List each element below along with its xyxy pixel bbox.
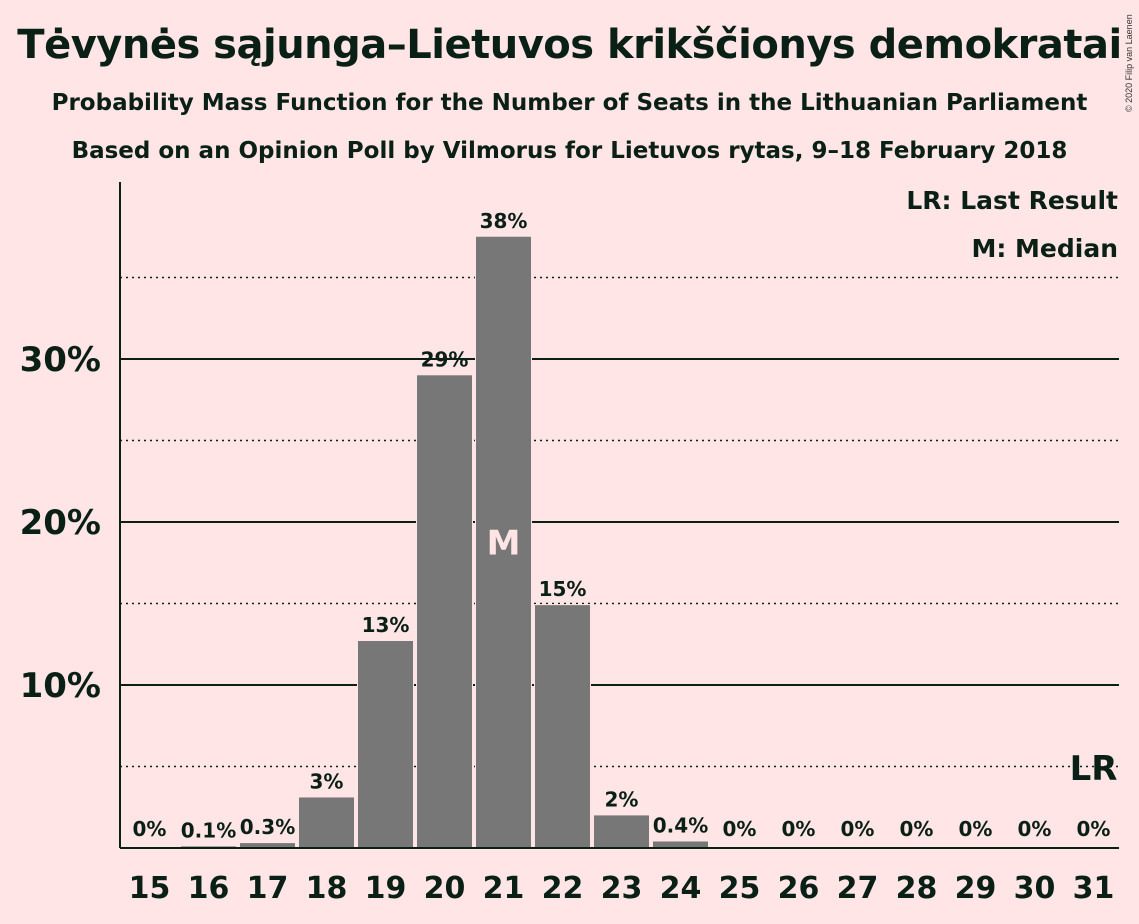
x-tick-16: 16 xyxy=(188,871,230,906)
bar-24 xyxy=(653,841,708,848)
x-tick-17: 17 xyxy=(247,871,289,906)
bars xyxy=(180,235,709,848)
data-label-25: 0% xyxy=(723,817,757,841)
chart-source: Based on an Opinion Poll by Vilmorus for… xyxy=(71,138,1068,164)
x-tick-31: 31 xyxy=(1073,871,1115,906)
data-label-31: 0% xyxy=(1077,817,1111,841)
data-label-17: 0.3% xyxy=(240,815,295,839)
y-tick-10: 10% xyxy=(20,666,101,706)
y-tick-20: 20% xyxy=(20,503,101,543)
x-tick-26: 26 xyxy=(778,871,820,906)
bar-21 xyxy=(476,236,531,848)
data-labels: 0% 15 0.1% 16 0.3% 17 3% 18 13% 19 29% 20 38% 21 M 15% 2… xyxy=(129,209,1118,906)
bar-17 xyxy=(240,843,295,848)
last-result-marker: LR xyxy=(1070,749,1118,789)
chart-subtitle: Probability Mass Function for the Number… xyxy=(51,90,1088,116)
bar-19 xyxy=(358,640,413,848)
data-label-21: 38% xyxy=(480,209,528,233)
axes: 10% 20% 30% xyxy=(20,182,1119,849)
data-label-18: 3% xyxy=(310,769,344,793)
legend-median: M: Median xyxy=(971,234,1118,263)
x-tick-22: 22 xyxy=(542,871,584,906)
median-marker: M xyxy=(487,523,521,563)
x-tick-15: 15 xyxy=(129,871,171,906)
x-tick-28: 28 xyxy=(896,871,938,906)
data-label-15: 0% xyxy=(133,817,167,841)
data-label-27: 0% xyxy=(841,817,875,841)
x-tick-23: 23 xyxy=(601,871,643,906)
data-label-29: 0% xyxy=(959,817,993,841)
y-tick-30: 30% xyxy=(20,340,101,380)
x-tick-25: 25 xyxy=(719,871,761,906)
x-tick-19: 19 xyxy=(365,871,407,906)
x-tick-29: 29 xyxy=(955,871,997,906)
x-tick-30: 30 xyxy=(1014,871,1056,906)
x-tick-27: 27 xyxy=(837,871,879,906)
x-tick-20: 20 xyxy=(424,871,466,906)
legend-last-result: LR: Last Result xyxy=(906,186,1118,215)
data-label-16: 0.1% xyxy=(181,818,236,842)
x-tick-21: 21 xyxy=(483,871,525,906)
data-label-19: 13% xyxy=(362,613,410,637)
chart-title: Tėvynės sąjunga–Lietuvos krikščionys dem… xyxy=(17,22,1122,68)
gridlines xyxy=(120,276,1119,768)
x-tick-18: 18 xyxy=(306,871,348,906)
bar-18 xyxy=(299,797,354,848)
data-label-28: 0% xyxy=(900,817,934,841)
data-label-26: 0% xyxy=(782,817,816,841)
data-label-30: 0% xyxy=(1018,817,1052,841)
data-label-22: 15% xyxy=(539,577,587,601)
bar-20 xyxy=(417,375,472,848)
x-tick-24: 24 xyxy=(660,871,702,906)
bar-23 xyxy=(594,815,649,848)
data-label-23: 2% xyxy=(605,787,639,811)
data-label-20: 29% xyxy=(421,347,469,371)
bar-22 xyxy=(535,605,590,848)
data-label-24: 0.4% xyxy=(653,813,708,837)
